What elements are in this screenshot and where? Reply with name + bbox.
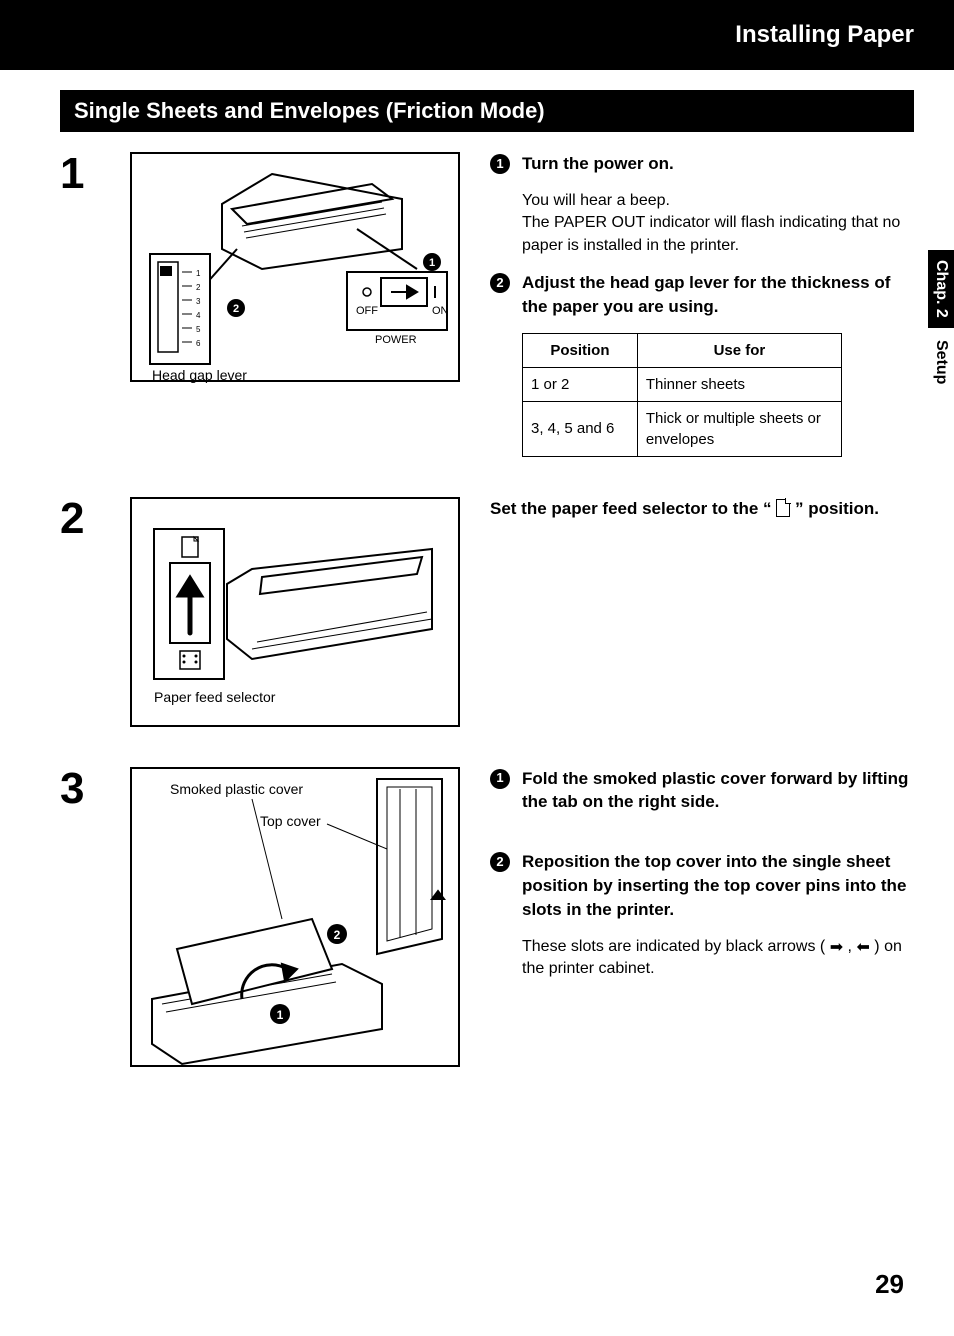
instruction-title: Turn the power on. <box>522 152 674 176</box>
step-row-1: 1 <box>60 152 914 457</box>
section-header: Single Sheets and Envelopes (Friction Mo… <box>60 90 914 132</box>
arrow-left-icon: ⬅ <box>856 940 869 956</box>
instruction-body: These slots are indicated by black arrow… <box>522 936 914 981</box>
instruction-title: Set the paper feed selector to the “ ” p… <box>490 497 914 521</box>
section-title: Single Sheets and Envelopes (Friction Mo… <box>74 98 545 123</box>
bullet-icon: 2 <box>490 852 510 872</box>
svg-text:5: 5 <box>196 325 201 334</box>
content-area: 1 <box>0 152 954 1067</box>
instruction-body: You will hear a beep. The PAPER OUT indi… <box>522 190 914 257</box>
instruction-title: Reposition the top cover into the single… <box>522 850 914 921</box>
table-cell: 3, 4, 5 and 6 <box>523 401 638 456</box>
step-row-3: 3 <box>60 767 914 1067</box>
svg-text:6: 6 <box>196 339 201 348</box>
svg-text:1: 1 <box>277 1008 284 1022</box>
instruction-1-2: 2 Adjust the head gap lever for the thic… <box>490 271 914 319</box>
figure-step3: 1 2 Smoked plastic cover Top cover <box>130 767 460 1067</box>
table-cell: Thick or multiple sheets or envelopes <box>637 401 841 456</box>
instruction-1-1: 1 Turn the power on. <box>490 152 914 176</box>
arrow-right-icon: ➡ <box>830 940 843 956</box>
body-prefix: These slots are indicated by black arrow… <box>522 938 830 955</box>
label-paper-feed-selector: Paper feed selector <box>154 689 275 705</box>
svg-text:1: 1 <box>429 257 435 269</box>
step1-instructions: 1 Turn the power on. You will hear a bee… <box>490 152 914 457</box>
doc-icon <box>776 499 790 517</box>
step-number: 2 <box>60 497 100 727</box>
table-header-row: Position Use for <box>523 333 842 367</box>
step3-instructions: 1 Fold the smoked plastic cover forward … <box>490 767 914 1067</box>
step2-instructions: Set the paper feed selector to the “ ” p… <box>490 497 914 727</box>
title-suffix: ” position. <box>790 499 879 518</box>
table-row: 3, 4, 5 and 6 Thick or multiple sheets o… <box>523 401 842 456</box>
label-top-cover: Top cover <box>260 813 321 829</box>
step-number: 3 <box>60 767 100 1067</box>
page-header-bar: Installing Paper <box>0 0 954 70</box>
figure-step1: 1 2 3 4 5 6 1 2 OFF ON POWER Head gap le… <box>130 152 460 382</box>
svg-text:2: 2 <box>334 928 341 942</box>
svg-text:2: 2 <box>196 283 201 292</box>
svg-text:2: 2 <box>233 303 239 315</box>
table-row: 1 or 2 Thinner sheets <box>523 367 842 401</box>
svg-text:1: 1 <box>196 269 201 278</box>
instruction-3-2: 2 Reposition the top cover into the sing… <box>490 850 914 921</box>
svg-text:4: 4 <box>196 311 201 320</box>
label-power: POWER <box>375 334 417 346</box>
instruction-3-1: 1 Fold the smoked plastic cover forward … <box>490 767 914 815</box>
instruction-title: Fold the smoked plastic cover forward by… <box>522 767 914 815</box>
table-cell: 1 or 2 <box>523 367 638 401</box>
head-gap-table: Position Use for 1 or 2 Thinner sheets 3… <box>522 333 842 457</box>
label-head-gap-lever: Head gap lever <box>152 367 247 383</box>
title-prefix: Set the paper feed selector to the “ <box>490 499 776 518</box>
step-row-2: 2 <box>60 497 914 727</box>
step-number: 1 <box>60 152 100 457</box>
printer-illustration-1: 1 2 3 4 5 6 1 2 <box>132 154 462 384</box>
bullet-icon: 2 <box>490 273 510 293</box>
side-tab-section: Setup <box>928 330 954 394</box>
table-cell: Thinner sheets <box>637 367 841 401</box>
label-smoked-cover: Smoked plastic cover <box>170 781 303 797</box>
label-on: ON <box>432 305 449 317</box>
side-tabs: Chap. 2 Setup <box>928 250 954 394</box>
table-header: Position <box>523 333 638 367</box>
bullet-icon: 1 <box>490 154 510 174</box>
figure-step2: Paper feed selector <box>130 497 460 727</box>
page-header-title: Installing Paper <box>735 21 914 49</box>
label-off: OFF <box>356 305 378 317</box>
table-header: Use for <box>637 333 841 367</box>
bullet-icon: 1 <box>490 769 510 789</box>
instruction-title: Adjust the head gap lever for the thickn… <box>522 271 914 319</box>
side-tab-chapter: Chap. 2 <box>928 250 954 328</box>
svg-text:3: 3 <box>196 297 201 306</box>
page-number: 29 <box>875 1269 904 1300</box>
